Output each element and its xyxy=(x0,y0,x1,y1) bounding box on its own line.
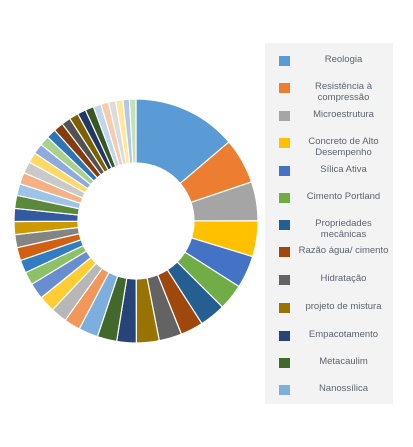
legend-swatch xyxy=(279,166,290,176)
legend-label: Reologia xyxy=(324,54,363,65)
legend-label: Microestrutura xyxy=(313,109,374,120)
legend-label: Concreto de Alto Desempenho xyxy=(308,136,379,158)
donut-slices xyxy=(13,98,259,344)
legend-swatch xyxy=(279,331,290,341)
legend-swatch xyxy=(279,275,290,285)
donut-slice-41 xyxy=(128,98,137,164)
legend-swatch xyxy=(279,83,290,93)
legend-swatch xyxy=(279,220,290,230)
legend-label: Hidratação xyxy=(320,273,367,284)
legend-swatch xyxy=(279,303,290,313)
legend-label: Cimento Portland xyxy=(306,191,381,202)
chart-legend: Reologia Resistência à compressão Microe… xyxy=(265,43,393,404)
legend-swatch xyxy=(279,385,290,395)
legend-label: Nanossílica xyxy=(318,383,369,394)
legend-swatch xyxy=(279,138,290,148)
legend-swatch xyxy=(279,111,290,121)
legend-label: Sílica Ativa xyxy=(320,164,367,175)
legend-swatch xyxy=(279,247,290,257)
legend-swatch xyxy=(279,193,290,203)
legend-swatch xyxy=(279,56,290,66)
legend-label: Empacotamento xyxy=(308,329,379,340)
legend-swatch xyxy=(279,358,290,368)
legend-label: Resistência à compressão xyxy=(314,81,373,103)
legend-label: Razão água/ cimento xyxy=(298,245,389,256)
legend-label: projeto de mistura xyxy=(305,301,382,312)
legend-label: Metacaulim xyxy=(319,356,368,367)
legend-label: Propriedades mecânicas xyxy=(315,218,372,240)
